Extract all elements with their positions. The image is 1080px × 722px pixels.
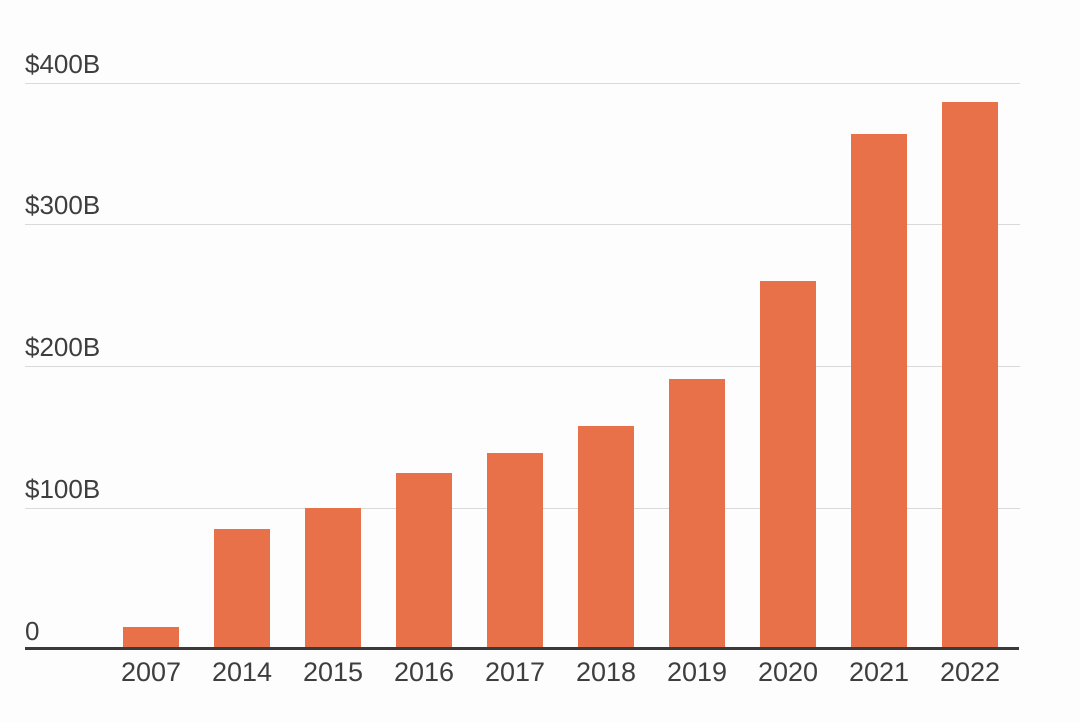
x-axis-tick-label-2007: 2007 [120, 657, 182, 687]
bar-2007 [123, 627, 179, 650]
y-axis-tick-label-400: $400B [25, 49, 101, 79]
y-axis-tick-label-300: $300B [25, 190, 101, 220]
x-axis-tick-label-2017: 2017 [484, 657, 546, 687]
x-axis-tick-label-2019: 2019 [666, 657, 728, 687]
x-axis-tick-label-2022: 2022 [939, 657, 1001, 687]
bar-2016 [396, 473, 452, 650]
bar-2020 [760, 281, 816, 650]
bar-2014 [214, 529, 270, 650]
gridline-400 [25, 83, 1020, 84]
y-axis-tick-label-100: $100B [25, 474, 101, 504]
x-axis-tick-label-2021: 2021 [848, 657, 910, 687]
x-axis-tick-label-2016: 2016 [393, 657, 455, 687]
gridline-300 [25, 224, 1020, 225]
bar-2022 [942, 102, 998, 650]
x-axis-tick-label-2018: 2018 [575, 657, 637, 687]
bar-2018 [578, 426, 634, 650]
x-axis-tick-label-2020: 2020 [757, 657, 819, 687]
gridline-200 [25, 366, 1020, 367]
bar-2019 [669, 379, 725, 650]
x-axis-tick-label-2014: 2014 [211, 657, 273, 687]
bar-2017 [487, 453, 543, 650]
x-axis-line [25, 647, 1019, 650]
y-axis-tick-label-0: 0 [25, 616, 40, 646]
bar-2015 [305, 508, 361, 650]
x-axis-tick-label-2015: 2015 [302, 657, 364, 687]
bar-2021 [851, 134, 907, 650]
y-axis-tick-label-200: $200B [25, 332, 101, 362]
